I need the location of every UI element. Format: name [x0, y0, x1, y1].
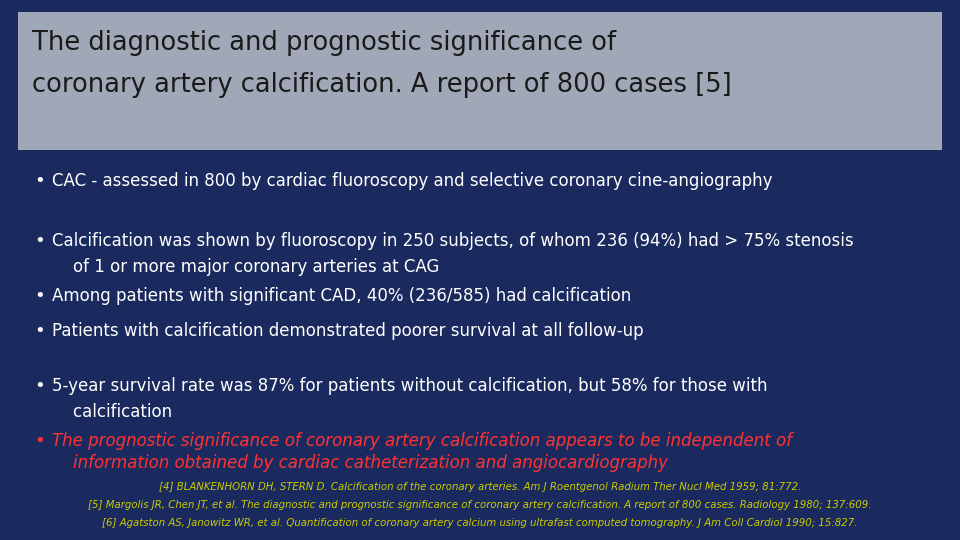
FancyBboxPatch shape — [18, 12, 942, 150]
Text: [4] BLANKENHORN DH, STERN D. Calcification of the coronary arteries. Am J Roentg: [4] BLANKENHORN DH, STERN D. Calcificati… — [158, 482, 802, 492]
Text: •: • — [34, 232, 45, 250]
Text: •: • — [34, 432, 45, 450]
Text: information obtained by cardiac catheterization and angiocardiography: information obtained by cardiac catheter… — [52, 454, 668, 472]
Text: The diagnostic and prognostic significance of: The diagnostic and prognostic significan… — [32, 30, 616, 56]
Text: •: • — [34, 322, 45, 340]
Text: [5] Margolis JR, Chen JT, et al. The diagnostic and prognostic significance of c: [5] Margolis JR, Chen JT, et al. The dia… — [88, 500, 872, 510]
Text: The prognostic significance of coronary artery calcification appears to be indep: The prognostic significance of coronary … — [52, 432, 792, 450]
Text: Among patients with significant CAD, 40% (236/585) had calcification: Among patients with significant CAD, 40%… — [52, 287, 632, 305]
FancyBboxPatch shape — [18, 470, 942, 540]
Text: •: • — [34, 287, 45, 305]
FancyBboxPatch shape — [18, 153, 942, 468]
Text: 5-year survival rate was 87% for patients without calcification, but 58% for tho: 5-year survival rate was 87% for patient… — [52, 377, 767, 421]
Text: •: • — [34, 172, 45, 190]
Text: CAC - assessed in 800 by cardiac fluoroscopy and selective coronary cine-angiogr: CAC - assessed in 800 by cardiac fluoros… — [52, 172, 773, 190]
Text: coronary artery calcification. A report of 800 cases [5]: coronary artery calcification. A report … — [32, 72, 732, 98]
Text: Patients with calcification demonstrated poorer survival at all follow-up: Patients with calcification demonstrated… — [52, 322, 643, 340]
Text: [6] Agatston AS, Janowitz WR, et al. Quantification of coronary artery calcium u: [6] Agatston AS, Janowitz WR, et al. Qua… — [103, 518, 857, 528]
Text: Calcification was shown by fluoroscopy in 250 subjects, of whom 236 (94%) had > : Calcification was shown by fluoroscopy i… — [52, 232, 853, 276]
Text: •: • — [34, 377, 45, 395]
